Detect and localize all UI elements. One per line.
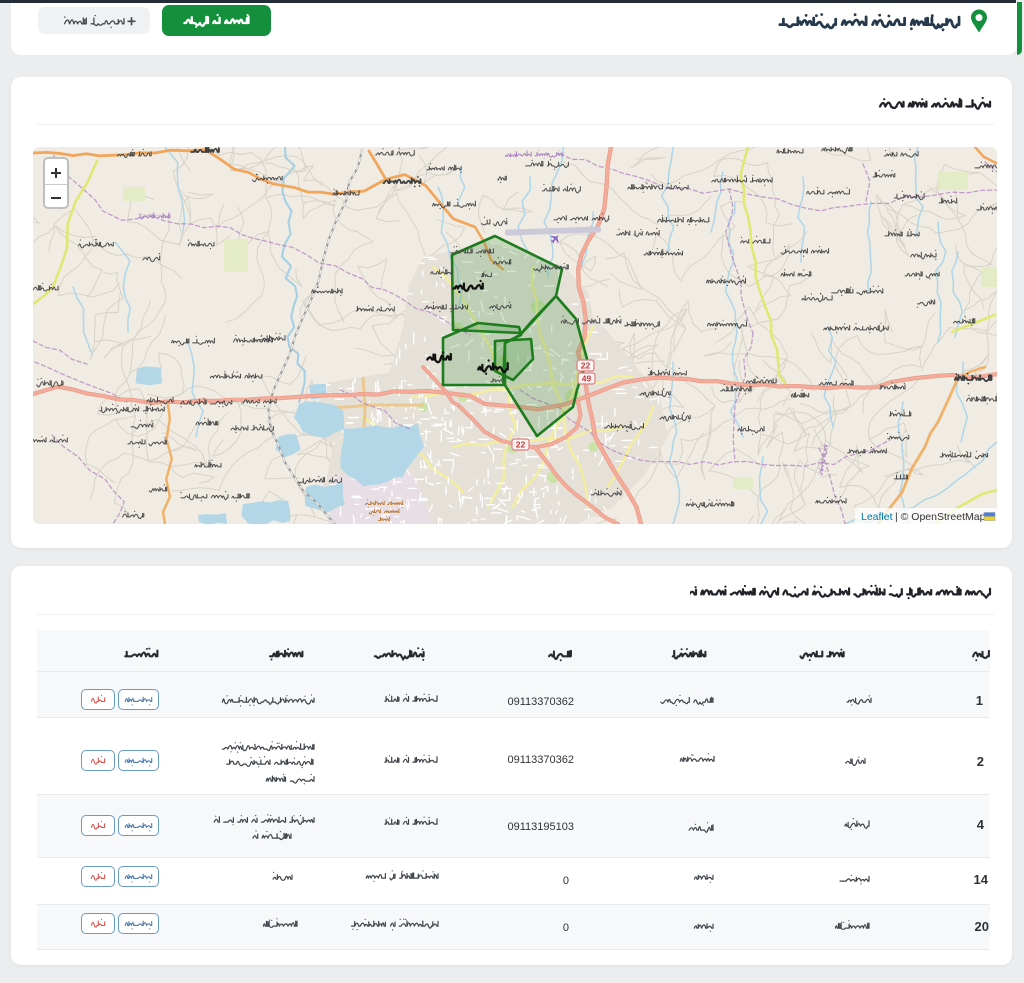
svg-text:1: 1 [976, 693, 983, 708]
svg-text:Leaflet: Leaflet [861, 511, 893, 523]
svg-text:22: 22 [581, 360, 591, 370]
svg-text:09113370362: 09113370362 [508, 696, 574, 708]
svg-text:20: 20 [975, 919, 989, 934]
svg-text:0: 0 [563, 875, 569, 887]
svg-text:| © OpenStreetMap: | © OpenStreetMap [895, 511, 986, 523]
svg-text:49: 49 [582, 373, 592, 383]
svg-text:0: 0 [563, 922, 569, 934]
svg-text:14: 14 [974, 872, 989, 887]
svg-text:2: 2 [977, 754, 984, 769]
svg-text:22: 22 [516, 439, 526, 449]
svg-text:09113195103: 09113195103 [508, 821, 574, 833]
svg-text:4: 4 [977, 817, 985, 832]
svg-text:09113370362: 09113370362 [508, 754, 574, 766]
